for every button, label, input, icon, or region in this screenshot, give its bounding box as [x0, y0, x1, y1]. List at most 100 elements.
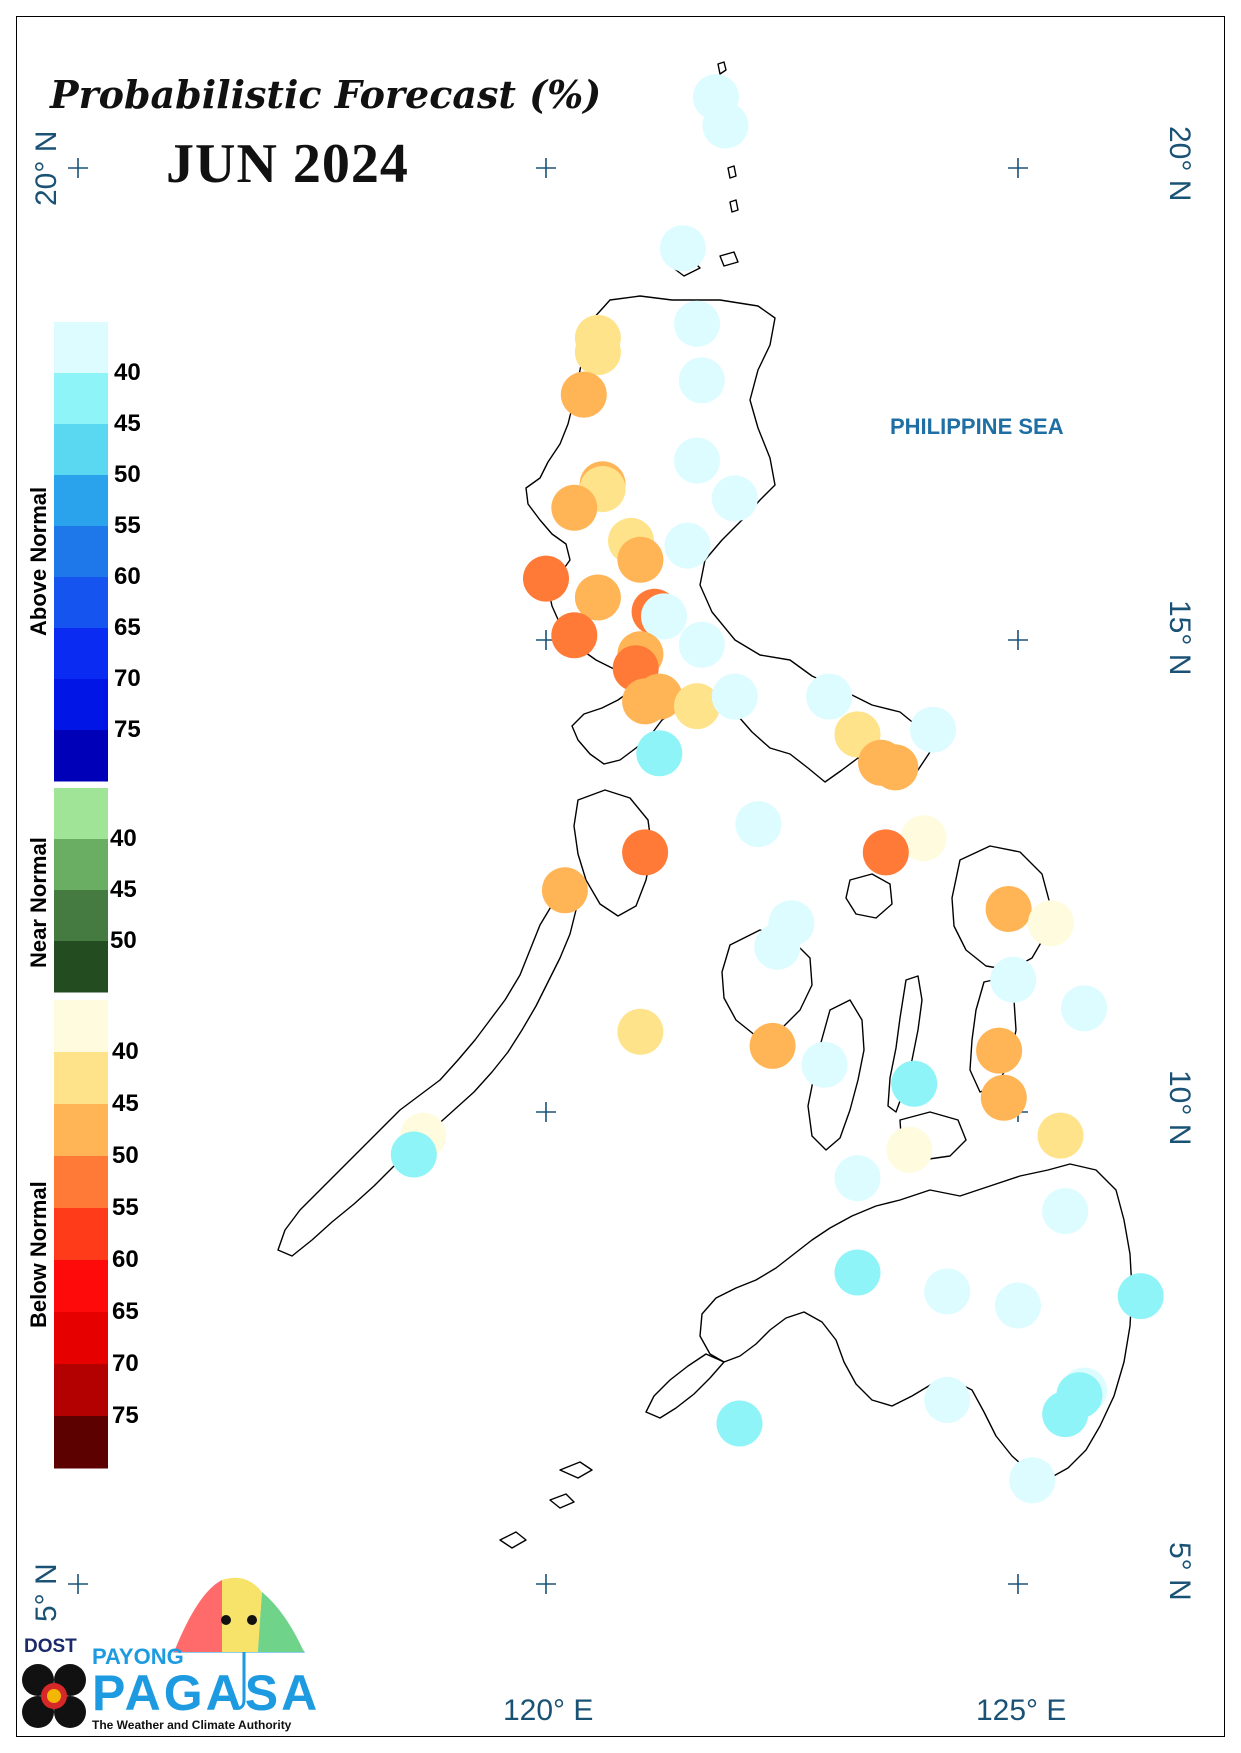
station-marker-28: [806, 673, 853, 720]
station-marker-57: [834, 1249, 881, 1296]
station-marker-55: [834, 1155, 881, 1202]
legend-near-normal-tick-2: 50: [110, 927, 137, 954]
station-marker-27: [711, 673, 758, 720]
station-marker-40: [1028, 900, 1074, 947]
station-marker-59: [1117, 1273, 1164, 1320]
legend-near-normal-label: Near Normal: [26, 837, 51, 968]
coastline-masbate: [845, 873, 893, 919]
station-marker-17: [574, 574, 621, 621]
legend-colorbar: [54, 322, 108, 1469]
station-marker-26: [674, 683, 720, 730]
coastline-samar: [951, 845, 1051, 971]
legend-above-normal-swatch-4: [54, 526, 108, 578]
coastline-mindanao: [699, 1163, 1133, 1479]
station-marker-52: [1037, 1112, 1084, 1159]
legend-above-normal-swatch-8: [54, 730, 108, 782]
station-marker-56: [1042, 1188, 1089, 1235]
station-marker-7: [560, 371, 607, 418]
station-marker-20: [551, 612, 598, 659]
legend-above-normal-swatch-1: [54, 373, 108, 425]
station-marker-37: [862, 829, 909, 876]
map-frame: [16, 16, 1225, 1737]
lat-label-15-right: 15° N: [1163, 600, 1196, 676]
legend-below-normal-swatch-1: [54, 1052, 108, 1105]
legend-below-normal-swatch-5: [54, 1260, 108, 1313]
legend-below-normal-swatch-0: [54, 1000, 108, 1053]
coastline-palawan: [277, 889, 577, 1257]
legend-below-normal-tick-5: 65: [112, 1298, 139, 1325]
station-marker-2: [659, 225, 706, 272]
station-marker-34: [735, 801, 782, 848]
pagasa-umbrella-logo: [173, 1577, 305, 1710]
legend-near-normal-swatch-2: [54, 890, 108, 942]
station-marker-66: [1009, 1457, 1056, 1504]
station-marker-44: [1061, 985, 1108, 1032]
station-marker-6: [678, 357, 725, 404]
station-marker-21: [678, 621, 725, 668]
sea-label: PHILIPPINE SEA: [890, 414, 1064, 439]
payong-logo-text: PAYONG: [92, 1644, 184, 1669]
coastline-sulu: [499, 1461, 593, 1549]
station-marker-50: [980, 1074, 1027, 1121]
station-marker-49: [891, 1060, 938, 1107]
station-marker-3: [674, 300, 720, 347]
station-marker-19: [641, 593, 687, 640]
station-marker-12: [551, 484, 598, 531]
legend-above-normal-swatch-3: [54, 475, 108, 527]
dost-logo-mark: [22, 1664, 86, 1728]
coastline-mindoro: [573, 789, 653, 917]
coastline-batanes: [717, 61, 739, 213]
station-marker-31: [636, 730, 683, 777]
forecast-stations: [390, 74, 1164, 1504]
lat-label-20-right: 20° N: [1163, 126, 1196, 202]
station-marker-36: [622, 829, 669, 876]
lat-label-20-left: 20° N: [30, 130, 63, 206]
coastline-zamboanga-tail: [645, 1353, 725, 1419]
legend-above-normal-swatch-5: [54, 577, 108, 629]
station-marker-15: [617, 536, 664, 583]
station-marker-38: [541, 867, 588, 914]
pagasa-logo-text: PAGASA: [92, 1665, 321, 1721]
station-marker-63: [924, 1376, 971, 1423]
legend-below-normal-tick-0: 40: [112, 1038, 139, 1065]
legend-near-normal-swatch-1: [54, 839, 108, 891]
legend-below-normal-swatch-3: [54, 1156, 108, 1209]
legend-below-normal-swatch-2: [54, 1104, 108, 1157]
station-marker-30: [910, 706, 956, 753]
legend-near-normal-tick-1: 45: [110, 876, 137, 903]
station-marker-11: [711, 475, 758, 522]
station-marker-46: [749, 1022, 796, 1069]
station-marker-48: [801, 1041, 848, 1088]
legend-below-normal-swatch-8: [54, 1416, 108, 1469]
lon-label-120: 120° E: [503, 1694, 594, 1727]
legend-above-normal-tick-4: 60: [114, 563, 141, 590]
legend-above-normal-swatch-7: [54, 679, 108, 731]
station-marker-53: [886, 1126, 933, 1173]
station-marker-5: [574, 329, 621, 376]
pagasa-tagline: The Weather and Climate Authority: [92, 1718, 292, 1732]
legend-near-normal-swatch-3: [54, 941, 108, 993]
legend-above-normal-tick-5: 65: [114, 614, 141, 641]
map-title: Probabilistic Forecast (%): [50, 72, 602, 117]
legend-near-normal-swatch-0: [54, 788, 108, 840]
station-marker-39: [985, 886, 1032, 932]
station-marker-14: [664, 522, 711, 569]
legend-above-normal-label: Above Normal: [26, 486, 51, 636]
station-marker-45: [617, 1008, 664, 1055]
station-marker-8: [674, 437, 720, 484]
station-marker-35: [900, 815, 947, 862]
station-marker-33: [872, 744, 919, 791]
legend-below-normal-tick-7: 75: [112, 1402, 139, 1429]
legend-below-normal-label: Below Normal: [26, 1181, 51, 1328]
legend-above-normal-tick-1: 45: [114, 410, 141, 437]
station-marker-65: [716, 1400, 763, 1447]
lat-label-5-left: 5° N: [30, 1563, 63, 1622]
station-marker-58: [924, 1268, 971, 1315]
station-marker-64: [1042, 1391, 1089, 1438]
legend-below-normal-swatch-4: [54, 1208, 108, 1261]
station-marker-16: [523, 555, 569, 602]
station-marker-54: [390, 1131, 437, 1178]
legend-below-normal-tick-6: 70: [112, 1350, 139, 1377]
lon-label-125: 125° E: [976, 1694, 1067, 1727]
